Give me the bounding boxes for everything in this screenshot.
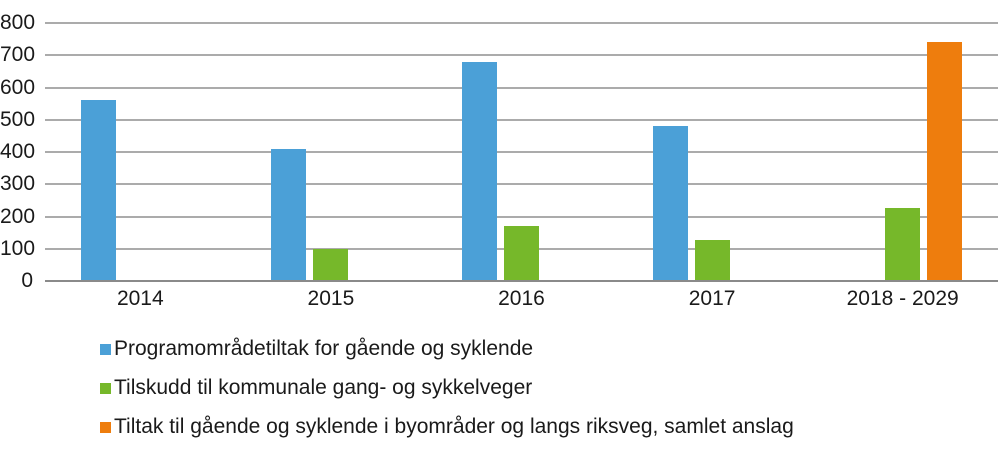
y-tick-label-100: 100: [0, 236, 36, 260]
y-tick-label-300: 300: [0, 172, 36, 196]
y-tick-label-200: 200: [0, 204, 36, 228]
bar-series2-2017: [694, 240, 730, 281]
bar-series3-2018-2029: [927, 42, 963, 281]
x-tick-label-2015: 2015: [307, 287, 355, 310]
plot-area: [45, 22, 998, 282]
x-tick-label-2017: 2017: [688, 287, 736, 310]
bar-series1-2016: [462, 61, 497, 281]
x-axis-line: [45, 280, 998, 282]
bar-series1-2014: [80, 100, 116, 281]
legend-item-2: Tilskudd til kommunale gang- og sykkelve…: [100, 377, 532, 399]
y-tick-label-700: 700: [0, 43, 36, 67]
gridline-700: [45, 54, 998, 57]
bar-series1-2017: [652, 126, 688, 281]
bar-series1-2015: [271, 148, 307, 281]
legend-label: Programområdetiltak for gående og syklen…: [114, 337, 534, 360]
bar-series2-2015: [313, 248, 349, 281]
y-tick-label-800: 800: [0, 11, 36, 34]
legend-item-1: Programområdetiltak for gående og syklen…: [100, 338, 533, 360]
gridline-500: [45, 118, 998, 121]
legend-item-3: Tiltak til gående og syklende i byområde…: [100, 416, 794, 438]
legend-label: Tiltak til gående og syklende i byområde…: [114, 415, 794, 438]
x-tick-label-2018-2029: 2018 - 2029: [846, 287, 959, 310]
y-tick-label-500: 500: [0, 107, 36, 131]
legend-swatch-icon: [100, 421, 111, 433]
legend-swatch-icon: [100, 382, 111, 394]
gridline-200: [45, 215, 998, 218]
x-tick-label-2014: 2014: [116, 287, 164, 310]
gridline-300: [45, 183, 998, 186]
y-tick-label-0: 0: [21, 269, 33, 292]
gridline-600: [45, 86, 998, 89]
y-tick-label-600: 600: [0, 75, 36, 99]
bar-series2-2016: [504, 226, 539, 281]
gridline-800: [45, 22, 998, 24]
x-tick-label-2016: 2016: [498, 287, 545, 310]
legend-swatch-icon: [100, 343, 111, 355]
gridline-400: [45, 151, 998, 153]
bar-series2-2018-2029: [885, 208, 921, 281]
legend-label: Tilskudd til kommunale gang- og sykkelve…: [114, 376, 533, 399]
y-tick-label-400: 400: [0, 140, 36, 163]
